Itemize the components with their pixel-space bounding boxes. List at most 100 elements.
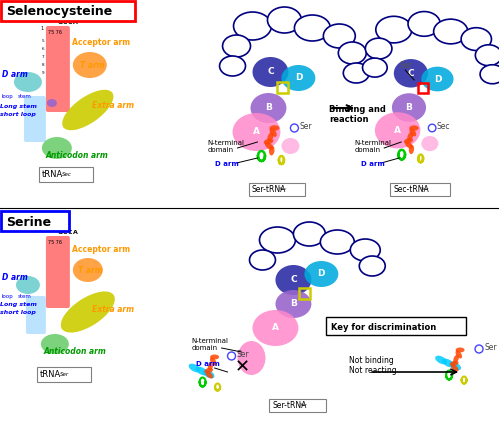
Text: stem: stem	[18, 294, 32, 299]
Text: N-terminal
domain: N-terminal domain	[354, 140, 392, 153]
Ellipse shape	[422, 67, 454, 91]
Ellipse shape	[14, 72, 42, 92]
Text: B: B	[265, 103, 272, 112]
FancyBboxPatch shape	[1, 211, 69, 231]
Ellipse shape	[422, 136, 438, 151]
Text: C: C	[290, 276, 296, 285]
Text: 75 76: 75 76	[48, 30, 62, 35]
Ellipse shape	[73, 52, 107, 78]
Ellipse shape	[480, 65, 500, 84]
Text: D arm: D arm	[214, 161, 238, 167]
Text: loop: loop	[2, 94, 14, 99]
Text: Ser: Ser	[236, 350, 249, 359]
Text: Long stem: Long stem	[0, 104, 37, 109]
Ellipse shape	[449, 362, 461, 370]
Ellipse shape	[451, 365, 458, 371]
Ellipse shape	[264, 139, 274, 145]
Ellipse shape	[234, 12, 272, 40]
Text: Sec: Sec	[399, 61, 412, 70]
Ellipse shape	[362, 58, 387, 77]
Text: B: B	[290, 299, 297, 309]
Ellipse shape	[435, 356, 447, 364]
Text: T arm: T arm	[78, 266, 102, 275]
Text: N-terminal
domain: N-terminal domain	[192, 338, 228, 351]
Text: short loop: short loop	[0, 112, 36, 117]
Ellipse shape	[47, 99, 57, 107]
Text: Acceptor arm: Acceptor arm	[72, 245, 130, 254]
Ellipse shape	[268, 132, 274, 142]
Text: D arm: D arm	[362, 161, 385, 167]
Ellipse shape	[456, 351, 462, 358]
Ellipse shape	[268, 7, 302, 33]
Ellipse shape	[260, 227, 296, 253]
Text: Ser: Ser	[484, 343, 496, 352]
Bar	[278, 82, 288, 93]
Text: Not binding: Not binding	[350, 356, 394, 365]
Ellipse shape	[210, 357, 216, 365]
Ellipse shape	[282, 138, 300, 154]
Ellipse shape	[404, 138, 413, 144]
FancyBboxPatch shape	[390, 183, 450, 196]
Text: Binding and
reaction: Binding and reaction	[330, 105, 386, 124]
Ellipse shape	[338, 42, 366, 64]
Ellipse shape	[350, 239, 380, 261]
Text: ✕: ✕	[235, 358, 250, 376]
FancyBboxPatch shape	[46, 236, 70, 308]
Text: $^{72}$GCCA: $^{72}$GCCA	[52, 228, 79, 237]
Text: 7: 7	[42, 55, 44, 59]
FancyBboxPatch shape	[39, 167, 93, 182]
Text: Sec-tRNA: Sec-tRNA	[393, 185, 429, 194]
Text: Extra arm: Extra arm	[92, 305, 134, 314]
Ellipse shape	[405, 142, 413, 149]
FancyBboxPatch shape	[46, 26, 70, 112]
Ellipse shape	[324, 24, 356, 48]
Text: $^{73}$GCCA: $^{73}$GCCA	[52, 18, 79, 27]
Text: Sec: Sec	[62, 172, 72, 177]
Ellipse shape	[456, 348, 464, 352]
Text: loop: loop	[2, 294, 14, 299]
Text: Ser-tRNA: Ser-tRNA	[272, 401, 307, 410]
Ellipse shape	[41, 334, 69, 354]
Ellipse shape	[376, 16, 412, 43]
Text: D arm: D arm	[2, 70, 28, 79]
Text: Long stem: Long stem	[0, 302, 37, 307]
Ellipse shape	[61, 291, 115, 332]
Ellipse shape	[344, 63, 369, 83]
FancyBboxPatch shape	[37, 367, 91, 382]
Text: $^{Sec}$: $^{Sec}$	[278, 187, 288, 192]
Text: 6: 6	[42, 47, 44, 51]
Text: 1: 1	[41, 26, 44, 31]
Ellipse shape	[265, 142, 274, 150]
Text: 5: 5	[42, 39, 44, 43]
Text: D: D	[318, 270, 325, 279]
Text: $^{Ser}$: $^{Ser}$	[300, 403, 309, 408]
Ellipse shape	[238, 341, 266, 375]
Text: Extra arm: Extra arm	[92, 101, 134, 110]
Ellipse shape	[408, 11, 440, 36]
Text: C: C	[408, 69, 414, 78]
Bar	[418, 83, 428, 93]
Ellipse shape	[366, 38, 392, 59]
Ellipse shape	[461, 28, 492, 50]
Bar	[300, 288, 310, 299]
Text: 75 76: 75 76	[48, 240, 62, 245]
FancyBboxPatch shape	[24, 96, 46, 142]
Ellipse shape	[454, 355, 459, 363]
Text: A: A	[253, 128, 260, 137]
Ellipse shape	[210, 354, 219, 360]
Ellipse shape	[410, 128, 416, 137]
Ellipse shape	[304, 261, 338, 287]
Text: Acceptor arm: Acceptor arm	[72, 38, 130, 47]
FancyBboxPatch shape	[270, 399, 326, 412]
Ellipse shape	[320, 230, 354, 254]
Text: Ser: Ser	[60, 372, 69, 377]
Ellipse shape	[206, 371, 213, 379]
Ellipse shape	[450, 361, 458, 366]
Ellipse shape	[250, 93, 286, 123]
Ellipse shape	[222, 35, 250, 57]
Ellipse shape	[62, 90, 114, 130]
Ellipse shape	[204, 368, 213, 373]
Text: Ser-tRNA: Ser-tRNA	[252, 185, 286, 194]
FancyBboxPatch shape	[248, 183, 306, 196]
Text: Sec: Sec	[437, 122, 450, 131]
